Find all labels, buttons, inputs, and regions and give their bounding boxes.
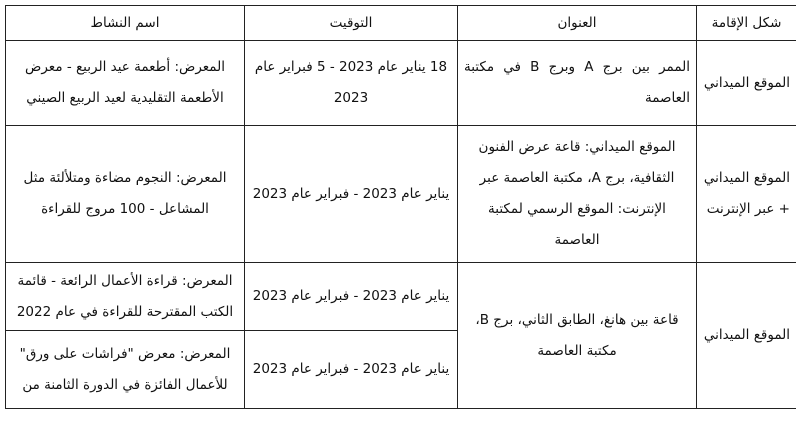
- cell-activity: المعرض: معرض "فراشات على ورق" للأعمال ال…: [5, 330, 245, 409]
- cell-timing: 18 يناير عام 2023 - 5 فبراير عام 2023: [244, 40, 458, 126]
- cell-timing: يناير عام 2023 - فبراير عام 2023: [244, 125, 458, 263]
- header-address: العنوان: [457, 5, 697, 41]
- cell-activity: المعرض: النجوم مضاءة ومتلألئة مثل المشاع…: [5, 125, 245, 263]
- table-row: الموقع الميداني الممر بين برج A وبرج B ف…: [5, 40, 796, 126]
- cell-form: الموقع الميداني: [696, 262, 796, 409]
- cell-activity: المعرض: أطعمة عيد الربيع - معرض الأطعمة …: [5, 40, 245, 126]
- document-page: شكل الإقامة العنوان التوقيت اسم النشاط ا…: [5, 5, 796, 425]
- cell-timing: يناير عام 2023 - فبراير عام 2023: [244, 262, 458, 331]
- table-row: الموقع الميداني + عبر الإنترنت الموقع ال…: [5, 125, 796, 263]
- activities-table: شكل الإقامة العنوان التوقيت اسم النشاط ا…: [5, 5, 796, 409]
- cell-form: الموقع الميداني + عبر الإنترنت: [696, 125, 796, 263]
- cell-form: الموقع الميداني: [696, 40, 796, 126]
- header-activity: اسم النشاط: [5, 5, 245, 41]
- table-header-row: شكل الإقامة العنوان التوقيت اسم النشاط: [5, 5, 796, 41]
- table-row: يناير عام 2023 - فبراير عام 2023 المعرض:…: [5, 330, 797, 409]
- table-row: الموقع الميداني قاعة بين هانغ، الطابق ال…: [5, 262, 796, 409]
- header-timing: التوقيت: [244, 5, 458, 41]
- header-form: شكل الإقامة: [696, 5, 796, 41]
- cell-activity: المعرض: قراءة الأعمال الرائعة - قائمة ال…: [5, 262, 245, 331]
- cell-address: الممر بين برج A وبرج B في مكتبة العاصمة: [457, 40, 697, 126]
- cell-address: الموقع الميداني: قاعة عرض الفنون الثقافي…: [457, 125, 697, 263]
- cell-address: قاعة بين هانغ، الطابق الثاني، برج B، مكت…: [457, 262, 697, 409]
- cell-timing: يناير عام 2023 - فبراير عام 2023: [244, 330, 458, 409]
